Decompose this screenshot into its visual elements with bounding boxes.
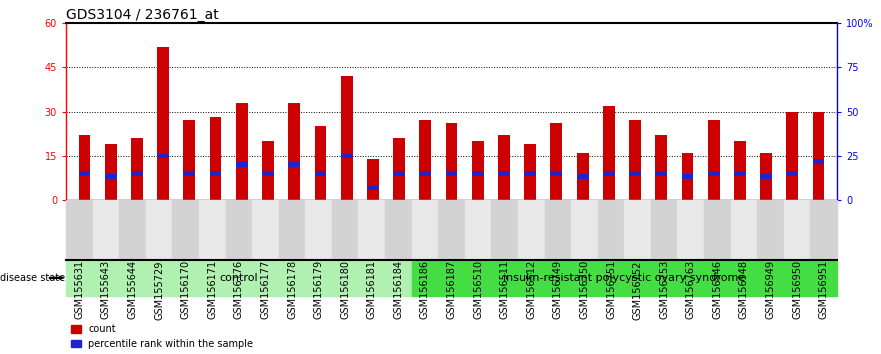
- Bar: [787, 112, 798, 200]
- Bar: [157, 154, 169, 158]
- Bar: [210, 118, 221, 200]
- Bar: [707, 171, 720, 176]
- Bar: [341, 154, 352, 158]
- Text: GSM155729: GSM155729: [154, 260, 164, 320]
- Text: GSM156752: GSM156752: [633, 260, 642, 320]
- Text: GSM156170: GSM156170: [181, 260, 190, 319]
- Text: GSM156184: GSM156184: [393, 260, 403, 319]
- Text: GSM156179: GSM156179: [314, 260, 323, 319]
- Text: GSM156178: GSM156178: [287, 260, 297, 319]
- Bar: [446, 123, 457, 200]
- Bar: [734, 141, 746, 200]
- Text: GSM156951: GSM156951: [818, 260, 829, 319]
- Text: GSM156763: GSM156763: [685, 260, 696, 319]
- Bar: [315, 126, 326, 200]
- Bar: [183, 120, 196, 200]
- Bar: [498, 171, 510, 176]
- Text: GSM155631: GSM155631: [74, 260, 85, 319]
- Bar: [446, 171, 457, 176]
- Bar: [629, 120, 641, 200]
- Text: GSM156180: GSM156180: [340, 260, 350, 319]
- Bar: [210, 171, 221, 176]
- Bar: [367, 186, 379, 190]
- Text: GSM155643: GSM155643: [101, 260, 111, 319]
- Text: GSM156177: GSM156177: [261, 260, 270, 319]
- Bar: [262, 141, 274, 200]
- Bar: [787, 171, 798, 176]
- Text: GSM156512: GSM156512: [526, 260, 537, 319]
- Bar: [131, 138, 143, 200]
- Text: disease state: disease state: [0, 273, 65, 283]
- Bar: [682, 174, 693, 179]
- Text: insulin-resistant polycystic ovary syndrome: insulin-resistant polycystic ovary syndr…: [503, 273, 745, 283]
- Bar: [288, 103, 300, 200]
- Bar: [367, 159, 379, 200]
- Bar: [131, 171, 143, 176]
- Text: GSM156949: GSM156949: [766, 260, 775, 319]
- Bar: [419, 171, 431, 176]
- Text: GSM156948: GSM156948: [739, 260, 749, 319]
- Bar: [629, 171, 641, 176]
- Bar: [236, 162, 248, 167]
- Bar: [183, 171, 196, 176]
- Bar: [524, 144, 536, 200]
- Text: GSM156176: GSM156176: [233, 260, 244, 319]
- Bar: [707, 120, 720, 200]
- Bar: [262, 171, 274, 176]
- Bar: [760, 174, 772, 179]
- Text: GSM156186: GSM156186: [420, 260, 430, 319]
- Bar: [288, 162, 300, 167]
- Bar: [603, 105, 615, 200]
- Bar: [419, 120, 431, 200]
- Text: GSM156511: GSM156511: [500, 260, 510, 319]
- Bar: [498, 135, 510, 200]
- Bar: [105, 144, 116, 200]
- Bar: [315, 171, 326, 176]
- Text: GSM156950: GSM156950: [792, 260, 802, 319]
- Text: GSM156510: GSM156510: [473, 260, 483, 319]
- Bar: [577, 153, 589, 200]
- Bar: [393, 171, 405, 176]
- Bar: [812, 159, 825, 164]
- Bar: [78, 135, 91, 200]
- Text: GSM156181: GSM156181: [366, 260, 377, 319]
- Bar: [682, 153, 693, 200]
- Bar: [603, 171, 615, 176]
- Text: GSM156187: GSM156187: [447, 260, 456, 319]
- Bar: [472, 171, 484, 176]
- Text: GDS3104 / 236761_at: GDS3104 / 236761_at: [66, 8, 218, 22]
- Text: control: control: [219, 273, 258, 283]
- Bar: [760, 153, 772, 200]
- Bar: [341, 76, 352, 200]
- Legend: count, percentile rank within the sample: count, percentile rank within the sample: [71, 324, 254, 349]
- Text: GSM156753: GSM156753: [659, 260, 670, 319]
- Bar: [393, 138, 405, 200]
- Text: GSM156171: GSM156171: [207, 260, 218, 319]
- Bar: [78, 171, 91, 176]
- Bar: [157, 47, 169, 200]
- Bar: [551, 123, 562, 200]
- Bar: [734, 171, 746, 176]
- Text: GSM156749: GSM156749: [553, 260, 563, 319]
- Bar: [105, 174, 116, 179]
- Bar: [655, 171, 667, 176]
- Bar: [524, 171, 536, 176]
- Text: GSM156750: GSM156750: [580, 260, 589, 319]
- Bar: [577, 174, 589, 179]
- Text: GSM155644: GSM155644: [128, 260, 137, 319]
- Text: GSM156751: GSM156751: [606, 260, 616, 319]
- Bar: [655, 135, 667, 200]
- Bar: [236, 103, 248, 200]
- Bar: [472, 141, 484, 200]
- Bar: [551, 171, 562, 176]
- Bar: [812, 112, 825, 200]
- Text: GSM156946: GSM156946: [713, 260, 722, 319]
